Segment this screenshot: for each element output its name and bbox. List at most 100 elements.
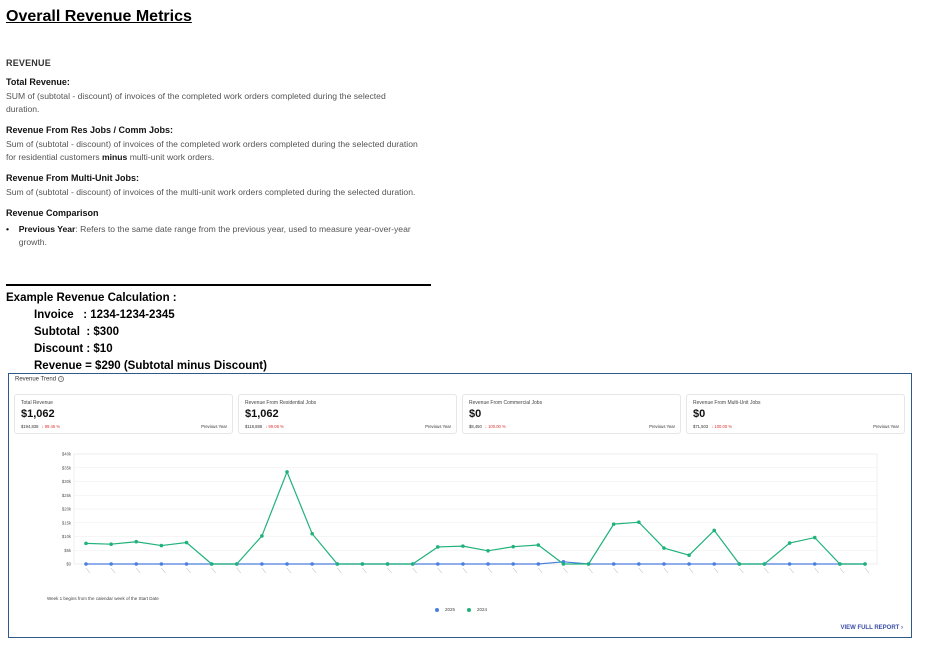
- legend-label: 2025: [444, 607, 455, 612]
- data-point-2024[interactable]: [234, 562, 239, 566]
- data-point-2024[interactable]: [385, 562, 390, 566]
- card-prev-label: Previous Year: [201, 424, 227, 429]
- data-point-2024[interactable]: [838, 562, 842, 566]
- x-tick-label: [739, 567, 744, 574]
- data-point-2025[interactable]: [511, 562, 515, 566]
- def-title-multi-unit: Revenue From Multi-Unit Jobs:: [6, 173, 140, 183]
- data-point-2024[interactable]: [285, 470, 289, 474]
- def-body-res-comm-pre: Sum of (subtotal - discount) of invoices…: [6, 139, 418, 162]
- def-body-res-comm-bold: minus: [102, 152, 128, 162]
- data-point-2024[interactable]: [863, 562, 867, 566]
- data-point-2024[interactable]: [486, 549, 490, 553]
- data-point-2024[interactable]: [561, 562, 566, 566]
- data-point-2025[interactable]: [637, 562, 641, 566]
- data-point-2024[interactable]: [410, 562, 415, 566]
- data-point-2024[interactable]: [209, 562, 214, 566]
- data-point-2025[interactable]: [310, 562, 314, 566]
- card-prev-value: $118,886: [245, 424, 263, 429]
- card-prev-value: $194,838: [21, 424, 39, 429]
- data-point-2024[interactable]: [637, 520, 641, 524]
- info-icon[interactable]: i: [58, 376, 65, 382]
- data-point-2024[interactable]: [812, 535, 817, 540]
- data-point-2024[interactable]: [159, 543, 164, 548]
- chart-legend: 2025 2024: [9, 607, 913, 612]
- def-title-total-revenue: Total Revenue:: [6, 77, 70, 87]
- data-point-2024[interactable]: [310, 531, 314, 536]
- y-tick-label: $15k: [62, 520, 72, 525]
- y-tick-label: $35k: [62, 465, 72, 470]
- data-point-2024[interactable]: [762, 562, 767, 566]
- data-point-2025[interactable]: [109, 562, 113, 566]
- comparison-bullet-body: : Refers to the same date range from the…: [18, 224, 411, 247]
- card-residential[interactable]: Revenue From Residential Jobs $1,062 $11…: [238, 394, 457, 434]
- x-tick-label: [789, 567, 794, 574]
- data-point-2024[interactable]: [536, 543, 541, 547]
- data-point-2024[interactable]: [260, 534, 264, 538]
- y-tick-label: $30k: [62, 479, 72, 484]
- data-point-2025[interactable]: [436, 562, 440, 566]
- card-prev-label: Previous Year: [873, 424, 899, 429]
- panel-title: Revenue Trend i: [15, 376, 65, 383]
- data-point-2024[interactable]: [511, 544, 515, 549]
- data-point-2025[interactable]: [787, 562, 792, 566]
- data-point-2025[interactable]: [712, 562, 717, 566]
- legend-dot: [434, 607, 439, 612]
- x-tick-label: [538, 567, 543, 574]
- data-point-2024[interactable]: [109, 542, 113, 546]
- data-point-2024[interactable]: [84, 541, 88, 546]
- x-tick-label: [487, 567, 493, 574]
- data-point-2025[interactable]: [662, 562, 666, 566]
- revenue-trend-panel: Revenue Trend i Total Revenue $1,062 $194…: [8, 373, 912, 638]
- card-prev: $194,838 ↓ 99.45 %: [21, 424, 60, 429]
- data-point-2025[interactable]: [84, 562, 88, 566]
- data-point-2024[interactable]: [687, 553, 691, 557]
- x-tick-label: [85, 567, 91, 574]
- example-subtotal: Subtotal : $300: [34, 326, 119, 338]
- data-point-2024[interactable]: [134, 539, 139, 544]
- data-point-2025[interactable]: [461, 562, 465, 566]
- legend-item-2024[interactable]: 2024: [464, 607, 490, 612]
- card-label: Total Revenue: [21, 400, 53, 406]
- comparison-title: Revenue Comparison: [6, 208, 99, 218]
- data-point-2025[interactable]: [536, 562, 541, 566]
- card-prev: $8,450 ↓ 100.00 %: [469, 424, 506, 429]
- data-point-2024[interactable]: [436, 545, 440, 549]
- x-tick-label: [110, 567, 116, 574]
- data-point-2025[interactable]: [687, 562, 691, 566]
- def-body-total-revenue: SUM of (subtotal - discount) of invoices…: [6, 91, 386, 114]
- data-point-2025[interactable]: [134, 562, 139, 566]
- data-point-2024[interactable]: [184, 540, 189, 545]
- y-tick-label: $5k: [64, 548, 72, 553]
- legend-item-2025[interactable]: 2025: [432, 607, 458, 612]
- data-point-2025[interactable]: [812, 562, 817, 566]
- data-point-2024[interactable]: [737, 562, 742, 566]
- data-point-2024[interactable]: [461, 544, 465, 548]
- data-point-2024[interactable]: [662, 546, 666, 550]
- data-point-2025[interactable]: [159, 562, 164, 566]
- data-point-2025[interactable]: [260, 562, 264, 566]
- x-tick-label: [512, 567, 518, 574]
- data-point-2024[interactable]: [611, 522, 616, 526]
- x-tick-label: [764, 567, 769, 574]
- example-title: Example Revenue Calculation :: [6, 292, 177, 304]
- x-tick-label: [588, 567, 593, 574]
- data-point-2024[interactable]: [712, 528, 717, 533]
- x-tick-label: [864, 567, 870, 574]
- x-tick-label: [161, 567, 166, 574]
- data-point-2025[interactable]: [486, 562, 490, 566]
- data-point-2024[interactable]: [360, 562, 365, 566]
- x-tick-label: [714, 567, 719, 574]
- data-point-2024[interactable]: [787, 541, 792, 545]
- card-commercial[interactable]: Revenue From Commercial Jobs $0 $8,450 ↓ …: [462, 394, 681, 434]
- y-tick-label: $40k: [62, 452, 72, 457]
- card-total-revenue[interactable]: Total Revenue $1,062 $194,838 ↓ 99.45 % P…: [14, 394, 233, 434]
- data-point-2025[interactable]: [611, 562, 616, 566]
- x-tick-label: [688, 567, 694, 574]
- data-point-2024[interactable]: [586, 562, 591, 566]
- data-point-2024[interactable]: [335, 562, 340, 566]
- data-point-2025[interactable]: [285, 562, 289, 566]
- def-body-multi-unit: Sum of (subtotal - discount) of invoices…: [6, 187, 416, 197]
- data-point-2025[interactable]: [184, 562, 189, 566]
- view-full-report-link[interactable]: VIEW FULL REPORT ›: [840, 625, 903, 631]
- card-multi-unit[interactable]: Revenue From Multi-Unit Jobs $0 $71,503 ↓…: [686, 394, 905, 434]
